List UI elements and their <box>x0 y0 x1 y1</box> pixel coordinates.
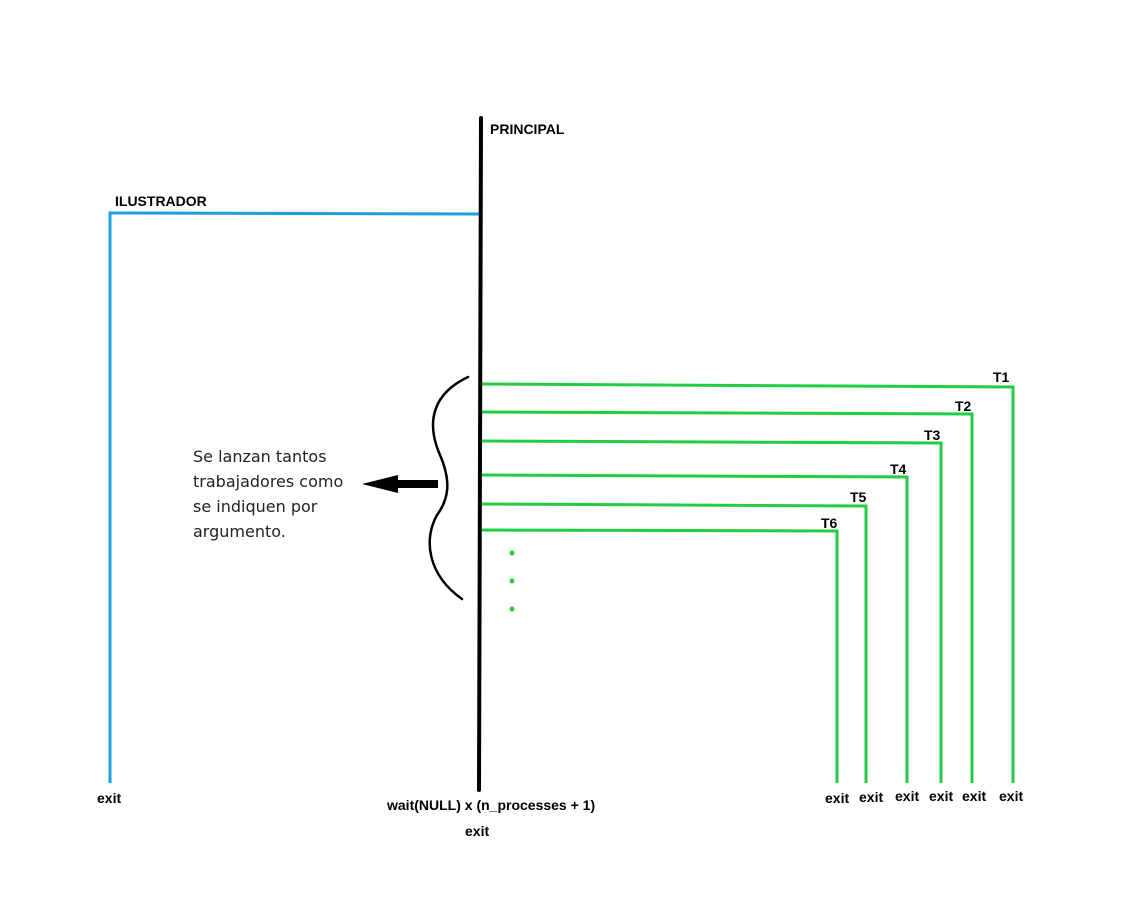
ilustrador-label: ILUSTRADOR <box>115 193 207 209</box>
worker-exit-t3: exit <box>929 788 954 804</box>
worker-exit-t4: exit <box>895 788 920 804</box>
worker-exit-t1: exit <box>999 788 1024 804</box>
left-arrow-icon <box>362 475 438 493</box>
worker-exit-t6: exit <box>825 790 850 806</box>
main-wait-label: wait(NULL) x (n_processes + 1) <box>387 797 596 813</box>
worker-label-t3: T3 <box>924 427 941 443</box>
worker-label-t6: T6 <box>821 515 838 531</box>
worker-label-t4: T4 <box>890 461 907 477</box>
note-line: se indiquen por <box>193 497 318 516</box>
ilustrador-line <box>108 211 482 783</box>
worker-exit-t2: exit <box>962 788 987 804</box>
ellipsis-dot <box>509 578 515 584</box>
ellipsis-dot <box>509 550 515 556</box>
main-exit-label: exit <box>465 823 490 839</box>
worker-line-t2 <box>481 410 974 783</box>
worker-label-t5: T5 <box>850 489 867 505</box>
note-line: trabajadores como <box>193 472 344 491</box>
curly-brace <box>428 375 470 601</box>
worker-line-t4 <box>481 473 909 783</box>
worker-line-t6 <box>481 528 839 783</box>
worker-line-t1 <box>481 382 1015 783</box>
ilustrador-exit-label: exit <box>97 790 122 806</box>
worker-line-t3 <box>481 439 943 783</box>
worker-label-t1: T1 <box>993 369 1010 385</box>
ellipsis-dot <box>509 606 515 612</box>
note-line: Se lanzan tantos <box>193 447 327 466</box>
principal-label: PRINCIPAL <box>490 121 565 137</box>
note-line: argumento. <box>193 522 286 541</box>
worker-exit-t5: exit <box>859 789 884 805</box>
worker-label-t2: T2 <box>955 398 972 414</box>
principal-line <box>477 116 483 792</box>
worker-line-t5 <box>481 502 868 783</box>
explanation-note: Se lanzan tantos trabajadores como se in… <box>193 444 368 544</box>
